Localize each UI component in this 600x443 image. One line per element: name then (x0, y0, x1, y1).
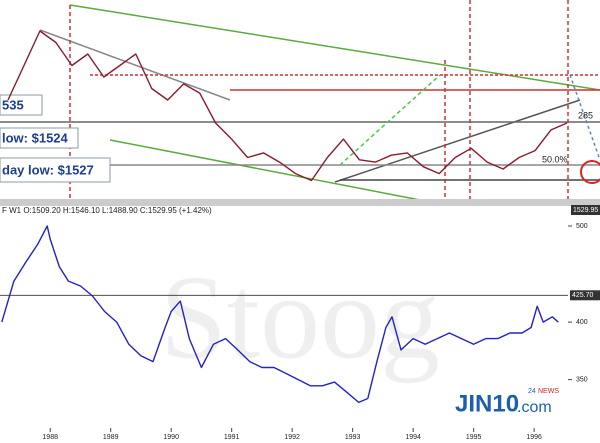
x-tick-label: 1990 (163, 434, 179, 441)
price-line (7, 30, 568, 182)
trend-line (39, 29, 231, 101)
annotation-box (0, 127, 79, 149)
annotation: day low: $1527 (2, 162, 94, 177)
annotation: 535 (2, 97, 24, 112)
price-line (1, 225, 559, 404)
logo: JIN10 (455, 390, 519, 417)
x-tick-label: 1992 (284, 434, 300, 441)
watermark: Stoog (160, 251, 440, 384)
logo: 24 (528, 388, 536, 395)
x-tick-label: 1995 (466, 434, 482, 441)
separator (0, 199, 600, 206)
last-price: 1529.95 (573, 207, 598, 214)
reference-label-box (570, 290, 600, 301)
x-tick-label: 1993 (345, 434, 361, 441)
y-tick-label: 350 (576, 376, 588, 383)
x-tick-label: 1989 (103, 434, 119, 441)
annotation: 50.0% (542, 154, 568, 164)
annotation: low: $1524 (2, 130, 69, 145)
annotation-box (0, 157, 111, 183)
last-price-box (571, 205, 600, 215)
trend-line (69, 4, 600, 91)
x-tick-label: 1991 (224, 434, 240, 441)
annotation: 285 (578, 110, 593, 120)
trend-line (334, 99, 581, 183)
x-tick-label: 1994 (405, 434, 421, 441)
logo: NEWS (538, 388, 559, 395)
x-tick-label: 1988 (42, 434, 58, 441)
trend-line (109, 139, 421, 201)
highlight-circle (580, 160, 600, 184)
annotation-box (0, 94, 43, 116)
header: F W1 O:1509.20 H:1546.10 L:1488.90 C:152… (2, 206, 212, 215)
y-tick-label: 500 (576, 223, 588, 230)
y-tick-label: 400 (576, 319, 588, 326)
projection (339, 74, 441, 166)
x-tick-label: 1996 (526, 434, 542, 441)
reference-label: 425.70 (572, 292, 594, 299)
logo: .com (517, 399, 552, 416)
